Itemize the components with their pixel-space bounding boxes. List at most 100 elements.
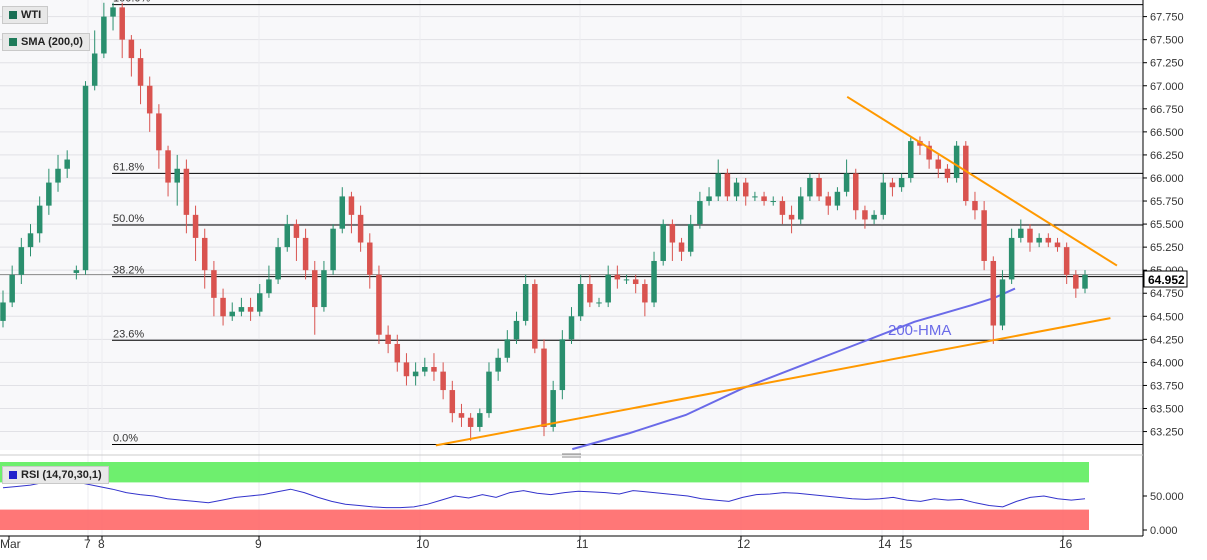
price-axis-label: 66.000	[1150, 173, 1184, 185]
panel-splitter-handle[interactable]	[562, 453, 581, 458]
candle-body	[284, 224, 291, 248]
candle-body	[422, 367, 428, 372]
fib-level-label: 38.2%	[113, 265, 144, 277]
candle-body	[697, 201, 703, 225]
candle-body	[55, 168, 61, 183]
sma-indicator-tag[interactable]: SMA (200,0)	[2, 33, 90, 51]
candle-body	[587, 284, 593, 303]
candle-body	[807, 177, 813, 197]
symbol-color-swatch	[9, 11, 17, 19]
candle-body	[73, 270, 80, 273]
price-axis-label: 67.750	[1150, 12, 1184, 24]
price-axis-label: 64.250	[1150, 334, 1184, 346]
fib-level-label: 61.8%	[113, 161, 144, 173]
candle-body	[669, 224, 676, 243]
candle-body	[733, 182, 740, 197]
candle-body	[678, 242, 685, 252]
candle-body	[752, 196, 758, 198]
candle-body	[357, 214, 364, 243]
candle-body	[687, 224, 694, 252]
candle-body	[568, 316, 575, 340]
candle-body	[174, 168, 180, 183]
price-axis-label: 63.750	[1150, 380, 1184, 392]
time-axis-label: 12	[737, 537, 751, 551]
candle-body	[394, 343, 401, 363]
price-axis-label: 65.250	[1150, 242, 1184, 254]
candle-body	[816, 177, 822, 197]
price-axis-label: 64.750	[1150, 288, 1184, 300]
candle-body	[211, 270, 217, 298]
candle-body	[981, 210, 987, 261]
candle-body	[367, 242, 373, 275]
candle-body	[220, 297, 226, 317]
candle-body	[339, 196, 346, 229]
candle-body	[440, 371, 446, 391]
candle-body	[128, 39, 135, 59]
price-axis-label: 67.250	[1150, 58, 1184, 70]
price-axis-label: 67.000	[1150, 81, 1184, 93]
candle-body	[495, 357, 501, 372]
candle-body	[944, 168, 951, 178]
rsi-line	[2, 477, 1086, 509]
candle-body	[238, 307, 245, 312]
candle-body	[834, 191, 841, 206]
hma-200-line	[572, 287, 1016, 451]
candle-body	[963, 145, 969, 202]
candle-body	[312, 270, 318, 308]
candle-body	[1027, 228, 1033, 243]
symbol-label: WTI	[21, 9, 42, 21]
candle-body	[46, 182, 52, 206]
time-axis-label: 7	[84, 537, 91, 551]
candle-body	[953, 145, 960, 178]
candle-body	[101, 16, 107, 54]
candle-body	[1082, 274, 1088, 289]
candle-body	[853, 173, 859, 211]
candle-body	[559, 339, 566, 391]
symbol-tag[interactable]: WTI	[2, 6, 49, 24]
sma-color-swatch	[9, 38, 17, 46]
candle-body	[761, 196, 767, 202]
candle-body	[862, 210, 868, 220]
time-axis-label: 14	[878, 537, 892, 551]
trendline-resistance	[846, 95, 1118, 267]
candle-body	[183, 168, 190, 215]
candle-body	[889, 182, 896, 188]
candle-body	[486, 371, 492, 414]
candle-body	[990, 260, 997, 326]
candle-body	[742, 182, 749, 197]
candle-body	[146, 85, 153, 114]
candle-body	[165, 150, 171, 183]
candle-body	[1073, 274, 1079, 289]
price-axis-label: 66.500	[1150, 127, 1184, 139]
candle-body	[706, 196, 712, 202]
candle-body	[577, 284, 584, 317]
price-axis-label: 64.500	[1150, 311, 1184, 323]
candle-body	[522, 284, 529, 321]
time-axis-label: 11	[576, 537, 589, 551]
candle-body	[504, 339, 511, 358]
price-axis-label: 67.500	[1150, 35, 1184, 47]
candle-body	[642, 284, 648, 303]
candle-body	[532, 284, 538, 349]
candle-body	[871, 214, 877, 220]
last-price-value: 64.952	[1148, 273, 1185, 287]
rsi-axis-label: 50.000	[1150, 491, 1184, 503]
time-axis-label: 9	[255, 537, 262, 551]
price-axis-label: 64.000	[1150, 357, 1184, 369]
candle-body	[458, 413, 465, 418]
price-axis-label: 63.500	[1150, 404, 1184, 416]
candle-body	[651, 260, 657, 303]
candle-body	[201, 237, 208, 271]
candle-body	[119, 7, 125, 40]
candle-body	[1036, 237, 1042, 243]
candle-body	[715, 173, 721, 197]
candle-body	[321, 270, 327, 308]
candle-body	[229, 311, 235, 317]
rsi-overbought-zone	[0, 462, 1089, 483]
candle-body	[779, 201, 786, 215]
candle-body	[302, 237, 309, 271]
trendline-support	[435, 317, 1111, 447]
rsi-indicator-tag[interactable]: RSI (14,70,30,1)	[2, 466, 109, 484]
time-axis-label: 8	[98, 537, 105, 551]
